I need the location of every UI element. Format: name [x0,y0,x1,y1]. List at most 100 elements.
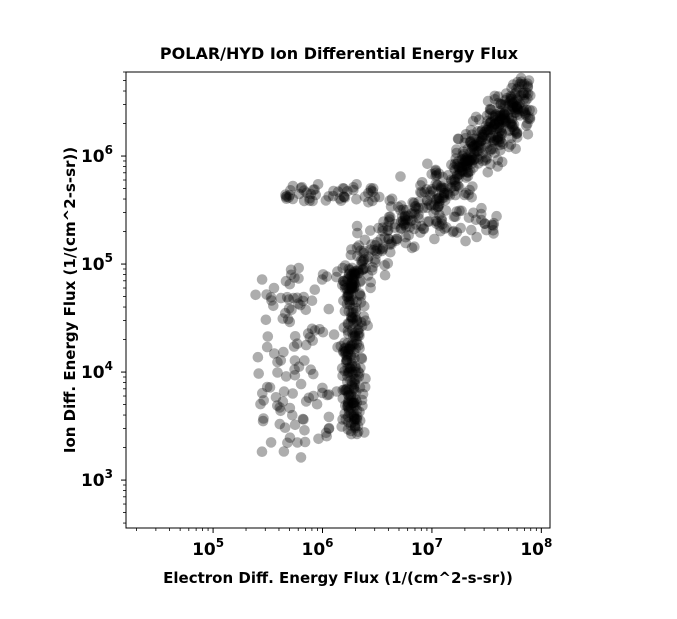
scatter-point [346,282,358,293]
scatter-point [346,272,358,284]
scatter-point [347,284,359,296]
scatter-point [363,251,374,262]
scatter-point [341,355,353,366]
scatter-point [377,222,389,233]
scatter-point [431,193,443,204]
scatter-point [430,170,442,182]
scatter-point [438,187,450,199]
scatter-point [430,194,442,206]
scatter-point [485,159,496,170]
scatter-point [488,136,499,148]
scatter-point [481,124,492,136]
scatter-point [293,361,305,373]
scatter-point [346,418,357,429]
scatter-point [289,272,300,283]
scatter-point [352,319,364,331]
scatter-point [499,115,511,126]
scatter-point [434,198,445,210]
scatter-point [343,288,355,300]
scatter-point [348,411,360,423]
scatter-point [357,264,369,276]
scatter-point [506,103,518,115]
scatter-point [449,176,461,188]
scatter-point [425,186,436,197]
scatter-point [338,322,350,333]
scatter-point [449,158,461,170]
scatter-point [390,218,401,230]
scatter-point [339,365,350,377]
scatter-point [490,109,502,120]
scatter-point [346,376,358,388]
scatter-point [466,152,478,164]
scatter-point [453,156,464,167]
scatter-point [478,129,490,141]
scatter-point [517,87,529,99]
scatter-point [506,101,518,112]
scatter-point [464,156,476,167]
scatter-point [349,414,361,425]
scatter-point [522,118,533,129]
scatter-point [495,145,506,156]
scatter-point [299,355,310,366]
scatter-point [303,392,315,404]
scatter-point [468,207,479,219]
scatter-point [280,371,292,382]
scatter-point [368,244,380,256]
scatter-point [298,414,309,425]
scatter-point [498,108,510,120]
scatter-point [511,100,522,112]
scatter-point [462,157,474,169]
scatter-point [432,216,443,228]
scatter-point [446,182,457,194]
scatter-point [348,416,360,427]
scatter-point [507,98,519,109]
scatter-point [347,340,358,351]
scatter-point [495,125,506,137]
scatter-point [340,385,351,397]
scatter-point [337,414,348,425]
scatter-point [349,376,360,388]
scatter-point [280,191,292,203]
chart-title: POLAR/HYD Ion Differential Energy Flux [160,44,519,63]
scatter-point [349,270,361,282]
scatter-point [473,153,484,165]
scatter-point [365,225,376,236]
scatter-point [469,154,480,165]
y-axis-label: Ion Diff. Energy Flux (1/(cm^2-s-sr)) [61,147,79,453]
scatter-point [511,132,523,143]
scatter-point [293,188,305,200]
scatter-point [345,391,357,402]
scatter-point [339,343,350,354]
scatter-point [351,405,363,416]
scatter-point [518,103,530,114]
scatter-point [449,180,461,192]
scatter-point [265,292,277,303]
scatter-point [520,95,531,107]
scatter-point [494,110,506,121]
scatter-point [499,109,510,121]
scatter-point [522,88,534,99]
scatter-point [520,87,532,99]
scatter-point [293,298,304,310]
scatter-point [456,205,467,217]
scatter-point [350,266,362,277]
scatter-point [299,436,311,448]
scatter-point [304,195,315,207]
scatter-point [519,89,530,101]
scatter-point [511,101,522,113]
scatter-point [351,314,363,326]
scatter-point [437,171,449,183]
scatter-point [346,380,358,391]
scatter-point [260,314,272,326]
scatter-point [461,166,472,178]
scatter-point [448,225,460,237]
scatter-point [395,223,407,235]
scatter-point [400,221,412,233]
scatter-point [351,338,363,349]
scatter-point [358,311,370,322]
scatter-point [469,149,480,160]
scatter-point [483,121,494,133]
scatter-point [504,118,516,130]
scatter-point [435,181,447,192]
scatter-point [460,129,472,140]
